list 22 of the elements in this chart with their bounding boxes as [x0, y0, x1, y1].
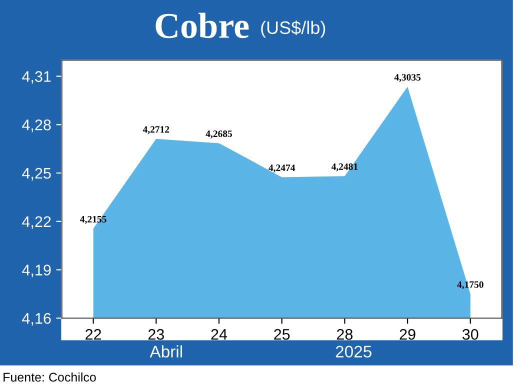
text: 2025	[336, 346, 372, 358]
data-label: 4,2685	[206, 130, 232, 138]
y-tick-label: 4,28	[22, 120, 51, 132]
x-tick-label: 28	[336, 328, 353, 340]
data-label: 4,2712	[142, 126, 170, 134]
y-tick-label: 4,19	[22, 264, 51, 278]
text: Abril	[150, 345, 182, 358]
y-tick-label: 4,31	[22, 71, 51, 84]
data-label: 4,2474	[268, 164, 296, 172]
chart-subtitle: (US$/lb)	[261, 20, 326, 38]
y-tick-label: 4,25	[22, 168, 51, 181]
x-tick-label: 25	[274, 328, 290, 340]
x-tick-label: 29	[400, 328, 416, 340]
chart-title: Cobre	[156, 12, 249, 38]
x-tick-label: 30	[462, 328, 478, 340]
data-label: 4,3035	[394, 74, 421, 82]
x-tick-label: 23	[148, 328, 164, 340]
x-tick-label: 22	[86, 328, 102, 340]
y-tick-label: 4,22	[22, 216, 51, 229]
x-tick-label: 24	[211, 328, 228, 340]
source-note: Fuente: Cochilco	[4, 372, 96, 382]
y-tick-label: 4,16	[22, 313, 51, 326]
